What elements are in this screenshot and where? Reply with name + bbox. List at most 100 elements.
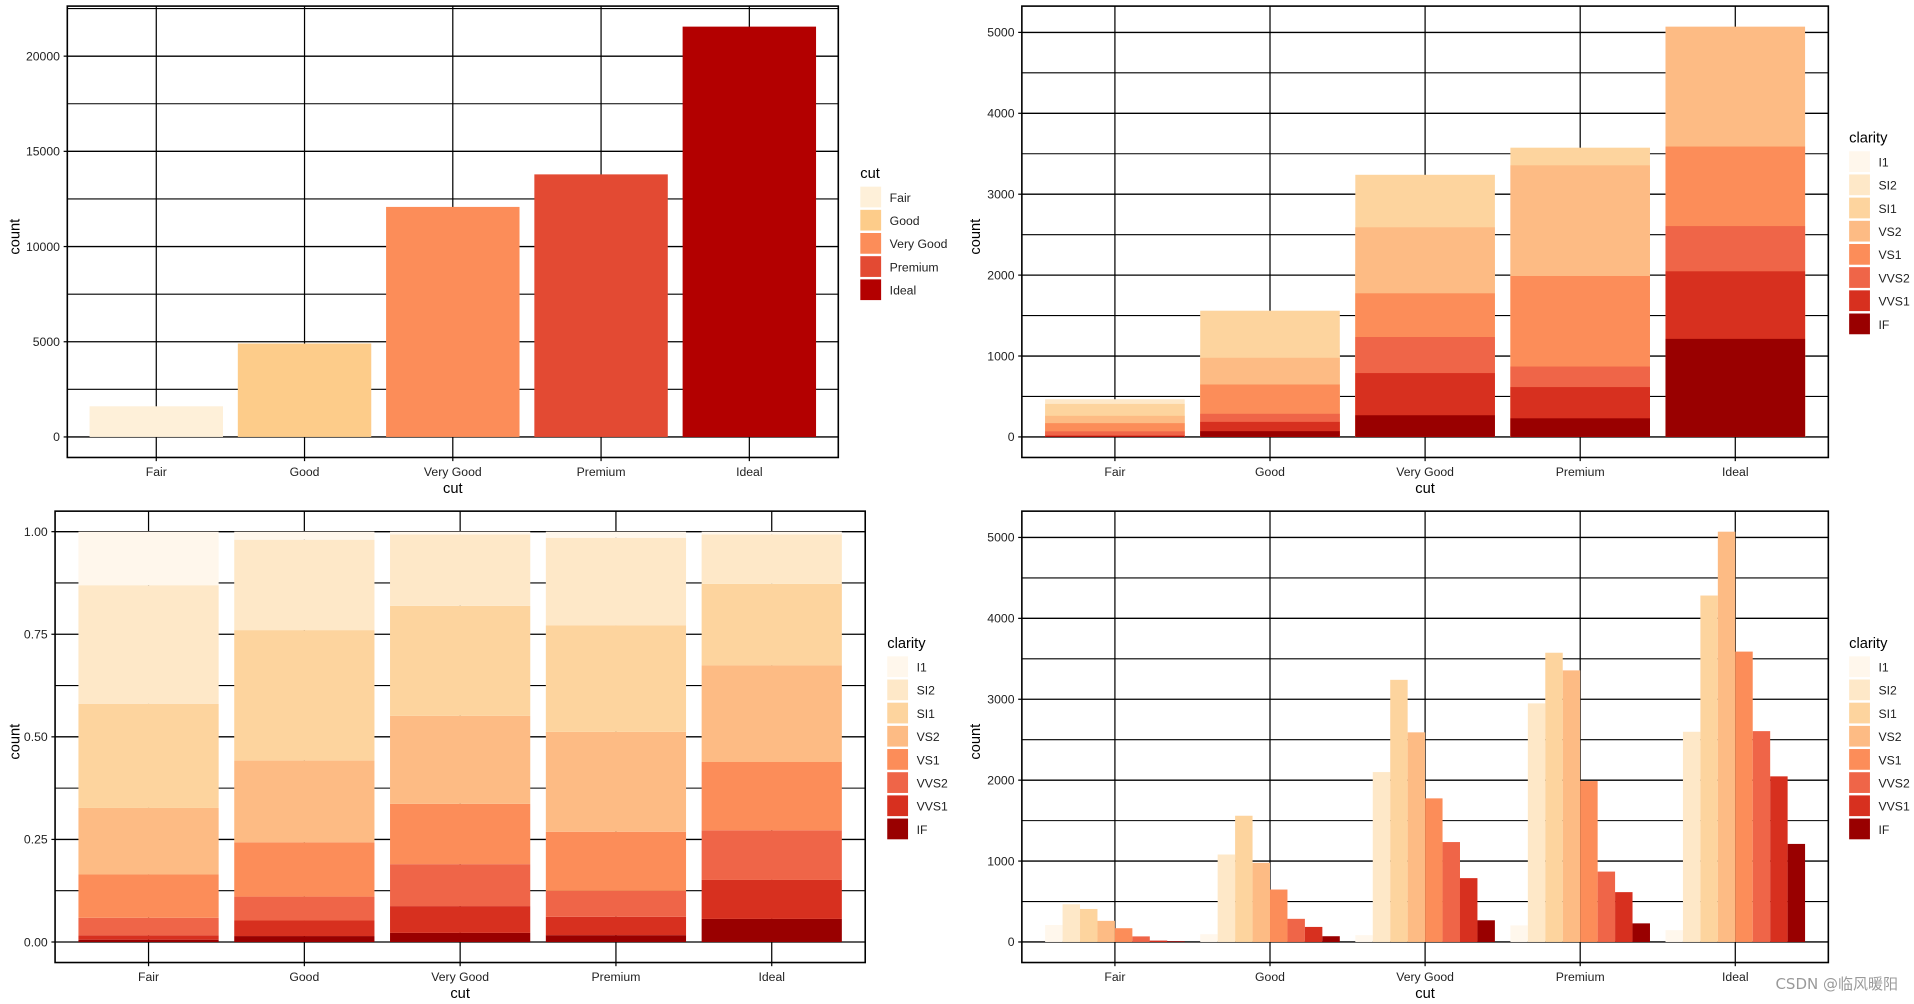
bar-vs1 — [1580, 781, 1598, 942]
bar-vvs1 — [1304, 926, 1323, 942]
chart-4: 0 1000 2000 3000 4000 5000 Fair Good Very Good Pr… — [968, 510, 1910, 1002]
legend-key — [860, 233, 882, 254]
legend-key — [887, 818, 909, 840]
y-axis-title: count — [968, 219, 984, 255]
bar-i1 — [1200, 934, 1218, 942]
bar-i1 — [1355, 935, 1373, 942]
bar-segment-vvs2 — [78, 917, 219, 936]
bar-segment-vs2 — [234, 760, 375, 843]
legend-label: SI2 — [1879, 179, 1898, 193]
bar-segment-si2 — [390, 534, 531, 606]
legend-key — [1849, 772, 1870, 793]
bar-segment-si2 — [701, 534, 842, 584]
x-tick-label: Premium — [591, 970, 640, 984]
legend-label: SI1 — [1879, 707, 1898, 721]
legend-label: VVS1 — [1879, 800, 1910, 814]
bar-segment-vs2 — [701, 665, 842, 762]
bar-vs1 — [1425, 798, 1443, 942]
bar-segment-vs1 — [78, 874, 219, 918]
x-tick-label: Fair — [1104, 465, 1125, 479]
bar-segment-vvs2 — [234, 896, 375, 921]
legend-label: VS2 — [917, 730, 940, 744]
bar-good — [237, 343, 372, 437]
bar-vvs1 — [1459, 878, 1478, 942]
y-tick-label: 5000 — [33, 335, 60, 349]
legend-key — [1849, 220, 1870, 242]
bar-segment-vvs1 — [78, 935, 219, 940]
legend-key — [860, 279, 882, 301]
bar-si1 — [1080, 908, 1098, 942]
legend-label: Very Good — [890, 237, 948, 251]
bar-segment-si2 — [78, 585, 219, 704]
legend-key — [1849, 679, 1870, 701]
x-tick-label: Fair — [146, 465, 167, 479]
legend: clarity I1 SI2 SI1 VS2 VS1 VVS2 VVS1 IF — [1849, 131, 1910, 335]
bar-segment-i1 — [78, 531, 219, 586]
bar-si1 — [1390, 679, 1408, 942]
bar-i1 — [1665, 930, 1683, 942]
y-tick-label: 5000 — [987, 26, 1014, 40]
x-tick-label: Good — [1255, 465, 1285, 479]
legend-label: IF — [1879, 318, 1890, 332]
bar-segment-i1 — [234, 531, 375, 540]
bar-vvs2 — [1752, 731, 1771, 942]
bar-segment-vvs1 — [701, 879, 842, 919]
bar-vs2 — [1097, 920, 1115, 942]
bar-si2 — [1527, 703, 1546, 942]
x-tick-label: Ideal — [758, 970, 785, 984]
bar-segment-si2 — [234, 539, 375, 631]
legend-label: VS1 — [1879, 248, 1902, 262]
bar-segment-vs1 — [701, 761, 842, 831]
x-tick-label: Premium — [1556, 465, 1605, 479]
bar-segment-si2 — [545, 537, 687, 626]
bar-if — [1632, 923, 1650, 942]
legend-key — [1849, 749, 1870, 770]
bar-segment-if — [545, 935, 687, 943]
legend-label: Premium — [890, 260, 939, 274]
legend-key — [887, 749, 909, 770]
bar-segment-si1 — [545, 625, 687, 732]
legend-label: IF — [1879, 823, 1890, 837]
x-tick-label: Good — [289, 970, 319, 984]
legend-key — [1849, 151, 1870, 173]
x-tick-label: Ideal — [1722, 465, 1749, 479]
bar-segment-vs2 — [545, 731, 687, 832]
y-axis-title: count — [8, 219, 24, 255]
legend-key — [887, 772, 909, 793]
x-tick-label: Very Good — [424, 465, 482, 479]
x-tick-label: Premium — [577, 465, 626, 479]
legend-key — [1849, 243, 1870, 265]
legend-key — [1849, 197, 1870, 219]
x-tick-label: Very Good — [1396, 465, 1454, 479]
bar-vvs1 — [1770, 776, 1788, 942]
chart-1: 0 5000 10000 15000 20000 Fair Good Very Good Pre… — [8, 5, 948, 497]
legend-label: I1 — [917, 661, 927, 675]
legend-label: IF — [917, 823, 928, 837]
bar-if — [1665, 338, 1806, 437]
legend-key — [1849, 818, 1870, 840]
bar-if — [1787, 843, 1806, 942]
x-axis-title: cut — [450, 986, 470, 1002]
legend-key — [1849, 267, 1870, 288]
legend-label: I1 — [1879, 156, 1889, 170]
legend-key — [860, 209, 882, 231]
legend-label: SI1 — [917, 707, 936, 721]
x-tick-label: Good — [290, 465, 320, 479]
bar-segment-if — [234, 936, 375, 943]
y-tick-label: 0 — [53, 430, 60, 444]
legend-label: VS1 — [1879, 753, 1902, 767]
y-tick-label: 2000 — [987, 773, 1014, 787]
y-tick-label: 4000 — [987, 107, 1014, 121]
x-tick-label: Very Good — [431, 970, 489, 984]
bar-segment-vs2 — [390, 715, 531, 804]
legend-label: Good — [890, 214, 920, 228]
y-tick-label: 1000 — [987, 854, 1014, 868]
bar-if — [1477, 920, 1495, 942]
watermark: CSDN @临风暖阳 — [1775, 975, 1898, 993]
bar-segment-si1 — [390, 605, 531, 716]
bar-if — [1322, 936, 1340, 942]
bar-si1 — [1700, 595, 1718, 942]
legend-title: clarity — [887, 636, 926, 652]
x-tick-label: Ideal — [736, 465, 763, 479]
legend-label: SI2 — [1879, 684, 1898, 698]
